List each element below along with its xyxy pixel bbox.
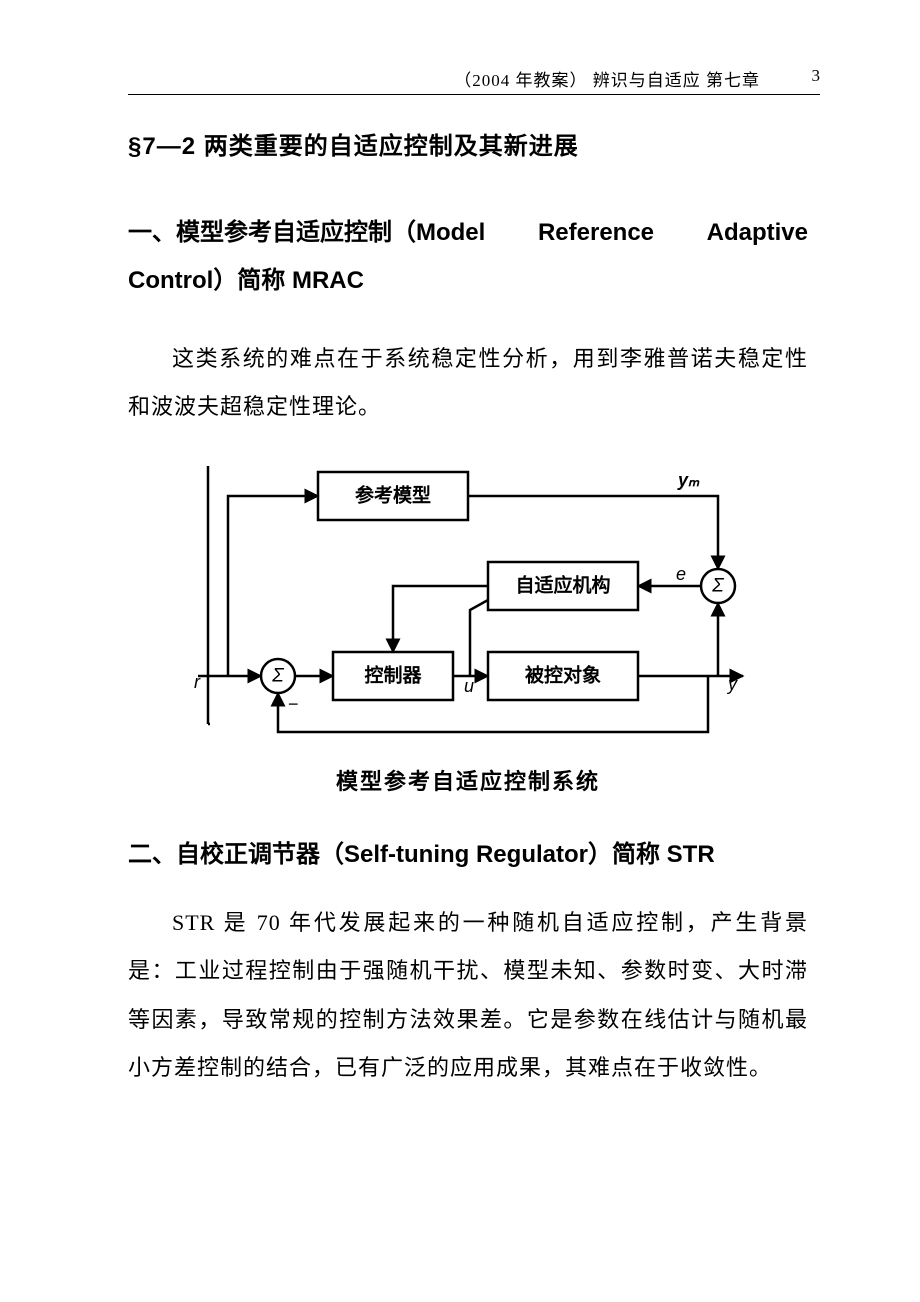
diagram-caption: 模型参考自适应控制系统 bbox=[336, 764, 600, 796]
part1-heading: 一、模型参考自适应控制（Model Reference Adaptive Con… bbox=[128, 209, 808, 305]
edge-adaptive-to-controller bbox=[393, 586, 488, 652]
label-ym: yₘ bbox=[677, 470, 700, 490]
part1-heading-seg3: Adaptive bbox=[707, 209, 808, 257]
label-u: u bbox=[464, 676, 474, 696]
part2-body: STR 是 70 年代发展起来的一种随机自适应控制，产生背景是：工业过程控制由于… bbox=[128, 899, 808, 1093]
ref-model-box-label: 参考模型 bbox=[355, 483, 431, 506]
label-e: e bbox=[676, 564, 686, 584]
part1-body: 这类系统的难点在于系统稳定性分析，用到李雅普诺夫稳定性和波波夫超稳定性理论。 bbox=[128, 335, 808, 432]
section-title: §7—2 两类重要的自适应控制及其新进展 bbox=[128, 126, 808, 161]
diagram-container: 参考模型自适应机构控制器 被控对象 Σ Σr u yₘ e y − 模型参考自适应控制系统 bbox=[128, 462, 808, 796]
part2-heading: 二、自校正调节器（Self-tuning Regulator）简称 STR bbox=[128, 834, 808, 869]
sum1-circle-label: Σ bbox=[271, 665, 284, 686]
controller-box-label: 控制器 bbox=[364, 663, 422, 686]
edge-u-to-adaptive-stub bbox=[470, 600, 488, 676]
mrac-block-diagram: 参考模型自适应机构控制器 被控对象 Σ Σr u yₘ e y − bbox=[188, 462, 748, 742]
edge-r-to-refmodel bbox=[228, 496, 318, 676]
page-number: 3 bbox=[812, 66, 821, 86]
label-minus: − bbox=[288, 694, 299, 714]
page-header: （2004 年教案） 辨识与自适应 第七章 3 bbox=[128, 64, 820, 95]
plant-box-label: 被控对象 bbox=[525, 663, 601, 686]
edge-ym-to-sum2 bbox=[468, 496, 718, 569]
edge-y-feedback-to-sum1 bbox=[278, 676, 708, 732]
sum2-circle-label: Σ bbox=[711, 575, 724, 596]
part1-heading-line2: Control）简称 MRAC bbox=[128, 257, 808, 305]
part1-heading-seg2: Reference bbox=[538, 209, 654, 257]
content-area: §7—2 两类重要的自适应控制及其新进展 一、模型参考自适应控制（Model R… bbox=[128, 126, 808, 1092]
header-text: （2004 年教案） 辨识与自适应 第七章 bbox=[454, 66, 760, 91]
adaptive-mech-box-label: 自适应机构 bbox=[515, 573, 610, 596]
label-y: y bbox=[726, 674, 738, 694]
page: （2004 年教案） 辨识与自适应 第七章 3 §7—2 两类重要的自适应控制及… bbox=[0, 0, 920, 1302]
part1-heading-seg1: 一、模型参考自适应控制（Model bbox=[128, 209, 485, 257]
label-r: r bbox=[194, 672, 201, 692]
